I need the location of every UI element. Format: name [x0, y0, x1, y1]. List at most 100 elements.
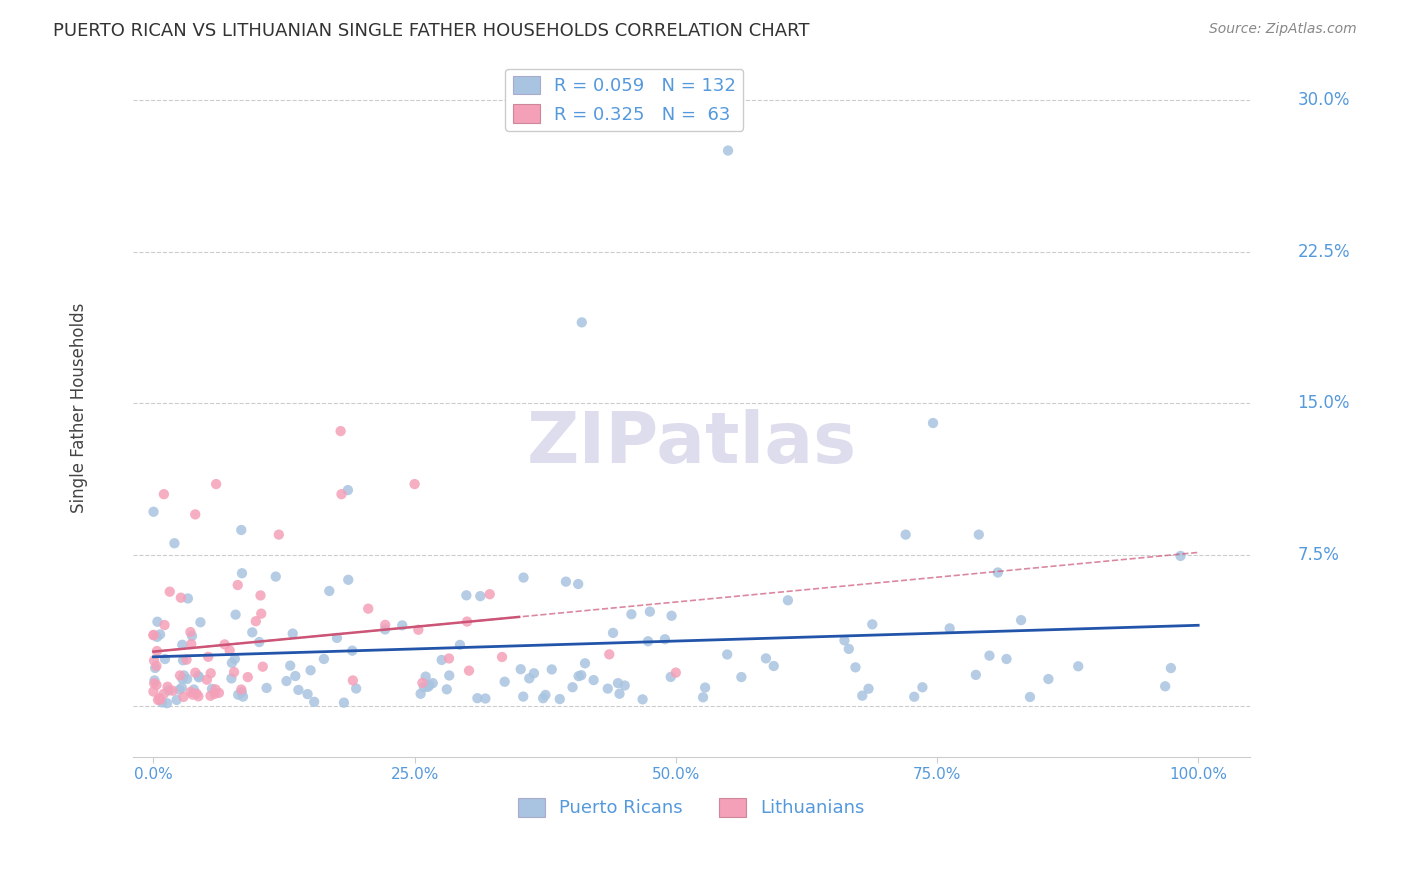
Point [231, 685, 253, 699]
Point [146, 615, 169, 629]
Point [173, 668, 195, 682]
Point [287, 682, 309, 697]
Point [336, 483, 359, 497]
Point [548, 692, 571, 706]
Point [200, 666, 222, 681]
Point [456, 588, 478, 602]
Point [1019, 690, 1042, 704]
Point [654, 632, 676, 647]
Point [1038, 672, 1060, 686]
Point [692, 690, 714, 705]
Point [180, 685, 202, 699]
Point [531, 691, 554, 706]
Point [834, 633, 856, 648]
Point [561, 680, 583, 694]
Point [567, 577, 589, 591]
Point [170, 591, 193, 605]
Point [512, 690, 534, 704]
Point [149, 627, 172, 641]
Point [1160, 661, 1182, 675]
Point [1154, 679, 1177, 693]
Point [631, 692, 654, 706]
Text: ZIPatlas: ZIPatlas [526, 409, 856, 477]
Point [755, 651, 778, 665]
Point [176, 653, 198, 667]
Point [620, 607, 643, 622]
Point [582, 673, 605, 687]
Point [264, 569, 287, 583]
Point [894, 527, 917, 541]
Point [467, 691, 489, 706]
Point [145, 678, 167, 692]
Point [226, 688, 249, 702]
Point [391, 618, 413, 632]
Point [146, 644, 169, 658]
Point [231, 523, 253, 537]
Point [156, 696, 179, 710]
Point [430, 653, 453, 667]
Point [179, 625, 201, 640]
Point [411, 676, 433, 690]
Point [297, 687, 319, 701]
Point [173, 690, 195, 704]
Point [716, 648, 738, 662]
Point [149, 692, 172, 706]
Point [214, 637, 236, 651]
Point [172, 638, 194, 652]
Point [221, 672, 243, 686]
Point [517, 671, 540, 685]
Point [247, 635, 270, 649]
Point [523, 666, 546, 681]
Point [415, 670, 437, 684]
Point [157, 683, 180, 698]
Point [509, 662, 531, 676]
Point [153, 687, 176, 701]
Point [146, 630, 169, 644]
Point [145, 659, 167, 673]
Point [180, 637, 202, 651]
Point [177, 591, 200, 606]
Point [222, 665, 245, 679]
Point [184, 508, 207, 522]
Point [903, 690, 925, 704]
Text: 15.0%: 15.0% [1298, 394, 1350, 412]
Point [418, 678, 440, 692]
Point [226, 578, 249, 592]
Point [470, 589, 492, 603]
Point [342, 643, 364, 657]
Point [200, 689, 222, 703]
Point [326, 631, 349, 645]
Point [146, 693, 169, 707]
Point [201, 681, 224, 696]
Point [838, 641, 860, 656]
Point [143, 676, 166, 690]
Point [187, 690, 209, 704]
Point [172, 672, 194, 686]
Point [159, 584, 181, 599]
Point [278, 658, 301, 673]
Point [995, 652, 1018, 666]
Point [284, 669, 307, 683]
Point [412, 680, 434, 694]
Point [478, 587, 501, 601]
Point [512, 570, 534, 584]
Point [231, 566, 253, 581]
Point [142, 628, 165, 642]
Point [169, 682, 191, 697]
Point [302, 695, 325, 709]
Point [637, 634, 659, 648]
Point [188, 670, 211, 684]
Point [665, 665, 688, 680]
Point [329, 424, 352, 438]
Point [197, 649, 219, 664]
Point [232, 690, 254, 704]
Point [153, 652, 176, 666]
Point [717, 144, 740, 158]
Point [437, 651, 460, 665]
Point [609, 687, 631, 701]
Text: Source: ZipAtlas.com: Source: ZipAtlas.com [1209, 22, 1357, 37]
Point [762, 659, 785, 673]
Point [162, 683, 184, 698]
Point [967, 527, 990, 541]
Text: 22.5%: 22.5% [1298, 243, 1350, 260]
